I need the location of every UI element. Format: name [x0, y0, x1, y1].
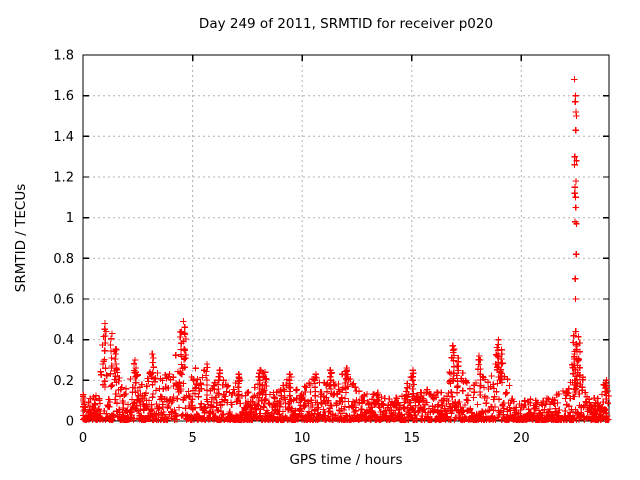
x-tick-label: 5 [188, 431, 196, 446]
data-point-square-marker [82, 416, 88, 422]
x-tick-label: 0 [79, 431, 87, 446]
data-point-square-marker [354, 416, 360, 422]
y-axis-label: SRMTID / TECUs [13, 183, 29, 293]
y-tick-label: 1.2 [53, 171, 74, 186]
data-point-square-marker [604, 416, 610, 422]
y-tick-label: 0.8 [53, 252, 74, 267]
y-tick-label: 1 [66, 211, 74, 226]
data-point-square-marker [242, 416, 248, 422]
y-tick-label: 0 [66, 415, 74, 430]
data-point-square-marker [377, 416, 383, 422]
y-tick-label: 1.6 [53, 89, 74, 104]
chart-title: Day 249 of 2011, SRMTID for receiver p02… [198, 16, 494, 32]
y-tick-label: 1.8 [53, 49, 74, 64]
data-point-square-marker [307, 416, 313, 422]
data-points-plus-markers [79, 76, 612, 424]
data-point-square-marker [540, 416, 546, 422]
data-point-square-marker [391, 416, 397, 422]
x-tick-label: 15 [403, 431, 420, 446]
x-tick-label: 20 [513, 431, 530, 446]
y-tick-label: 0.6 [53, 293, 74, 308]
x-axis-label: GPS time / hours [289, 452, 403, 468]
data-point-square-marker [225, 416, 231, 422]
data-point-square-marker [512, 416, 518, 422]
y-tick-label: 1.4 [53, 130, 74, 145]
data-point-square-marker [145, 416, 151, 422]
y-tick-label: 0.4 [53, 333, 74, 348]
data-point-square-marker [462, 416, 468, 422]
data-point-square-marker [230, 416, 236, 422]
y-tick-label: 0.2 [53, 374, 74, 389]
data-point-square-marker [439, 416, 445, 422]
x-tick-label: 10 [294, 431, 311, 446]
